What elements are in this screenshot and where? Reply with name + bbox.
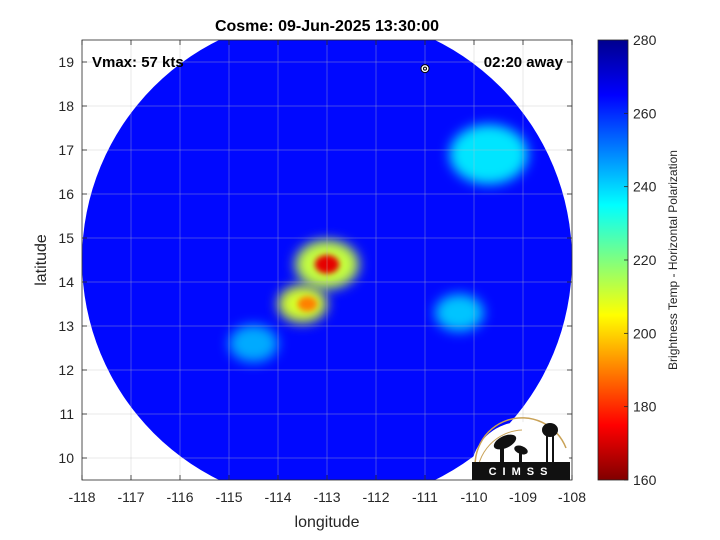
x-tick-label: -115 [216, 489, 243, 505]
x-axis-ticks: -118 -117 -116 -115 -114 -113 -112 -111 -110 -109… [69, 40, 586, 505]
y-tick-label: 14 [58, 274, 74, 290]
x-tick-label: -110 [461, 489, 488, 505]
x-tick-label: -116 [167, 489, 194, 505]
colorbar-tick-label: 200 [633, 325, 657, 341]
feature-southern-band-core [297, 296, 318, 312]
colorbar-tick-label: 220 [633, 252, 657, 268]
logo-text: CIMSS [489, 466, 554, 478]
x-tick-label: -111 [412, 489, 438, 505]
x-tick-label: -114 [265, 489, 292, 505]
colorbar-label: Brightness Temp - Horizontal Polarizatio… [666, 150, 680, 370]
x-axis-label: longitude [295, 514, 360, 531]
colorbar-ticks: 160 180 200 220 240 260 280 [624, 32, 657, 488]
colorbar-tick-label: 240 [633, 179, 657, 195]
colorbar [597, 39, 629, 481]
y-tick-label: 13 [58, 318, 74, 334]
feature-southwest-cloud [229, 324, 278, 363]
storm-position-marker [420, 64, 430, 74]
y-axis-label: latitude [33, 234, 50, 286]
colorbar-tick-label: 260 [633, 105, 657, 121]
chart-title: Cosme: 09-Jun-2025 13:30:00 [215, 18, 439, 35]
colorbar-tick-label: 280 [633, 32, 657, 48]
x-tick-label: -113 [314, 489, 341, 505]
x-tick-label: -118 [69, 489, 96, 505]
x-tick-label: -112 [363, 489, 390, 505]
colorbar-tick-label: 180 [633, 399, 657, 415]
x-tick-label: -117 [118, 489, 145, 505]
x-tick-label: -108 [558, 489, 586, 505]
time-away-annotation: 02:20 away [484, 54, 564, 71]
y-tick-label: 11 [59, 406, 74, 422]
y-axis-ticks: 10 11 12 13 14 15 16 17 18 19 [58, 54, 572, 466]
vmax-annotation: Vmax: 57 kts [92, 54, 184, 71]
feature-northeast-cloud [449, 124, 528, 185]
colorbar-tick-label: 160 [633, 472, 657, 488]
y-tick-label: 17 [58, 142, 74, 158]
y-tick-label: 12 [58, 362, 74, 378]
feature-east-cloud [434, 294, 484, 332]
y-tick-label: 19 [58, 54, 74, 70]
cimss-logo: CIMSS [472, 417, 570, 480]
y-tick-label: 16 [58, 186, 74, 202]
x-tick-label: -109 [509, 489, 537, 505]
y-tick-label: 18 [58, 98, 74, 114]
y-tick-label: 15 [58, 230, 74, 246]
y-tick-label: 10 [58, 450, 74, 466]
